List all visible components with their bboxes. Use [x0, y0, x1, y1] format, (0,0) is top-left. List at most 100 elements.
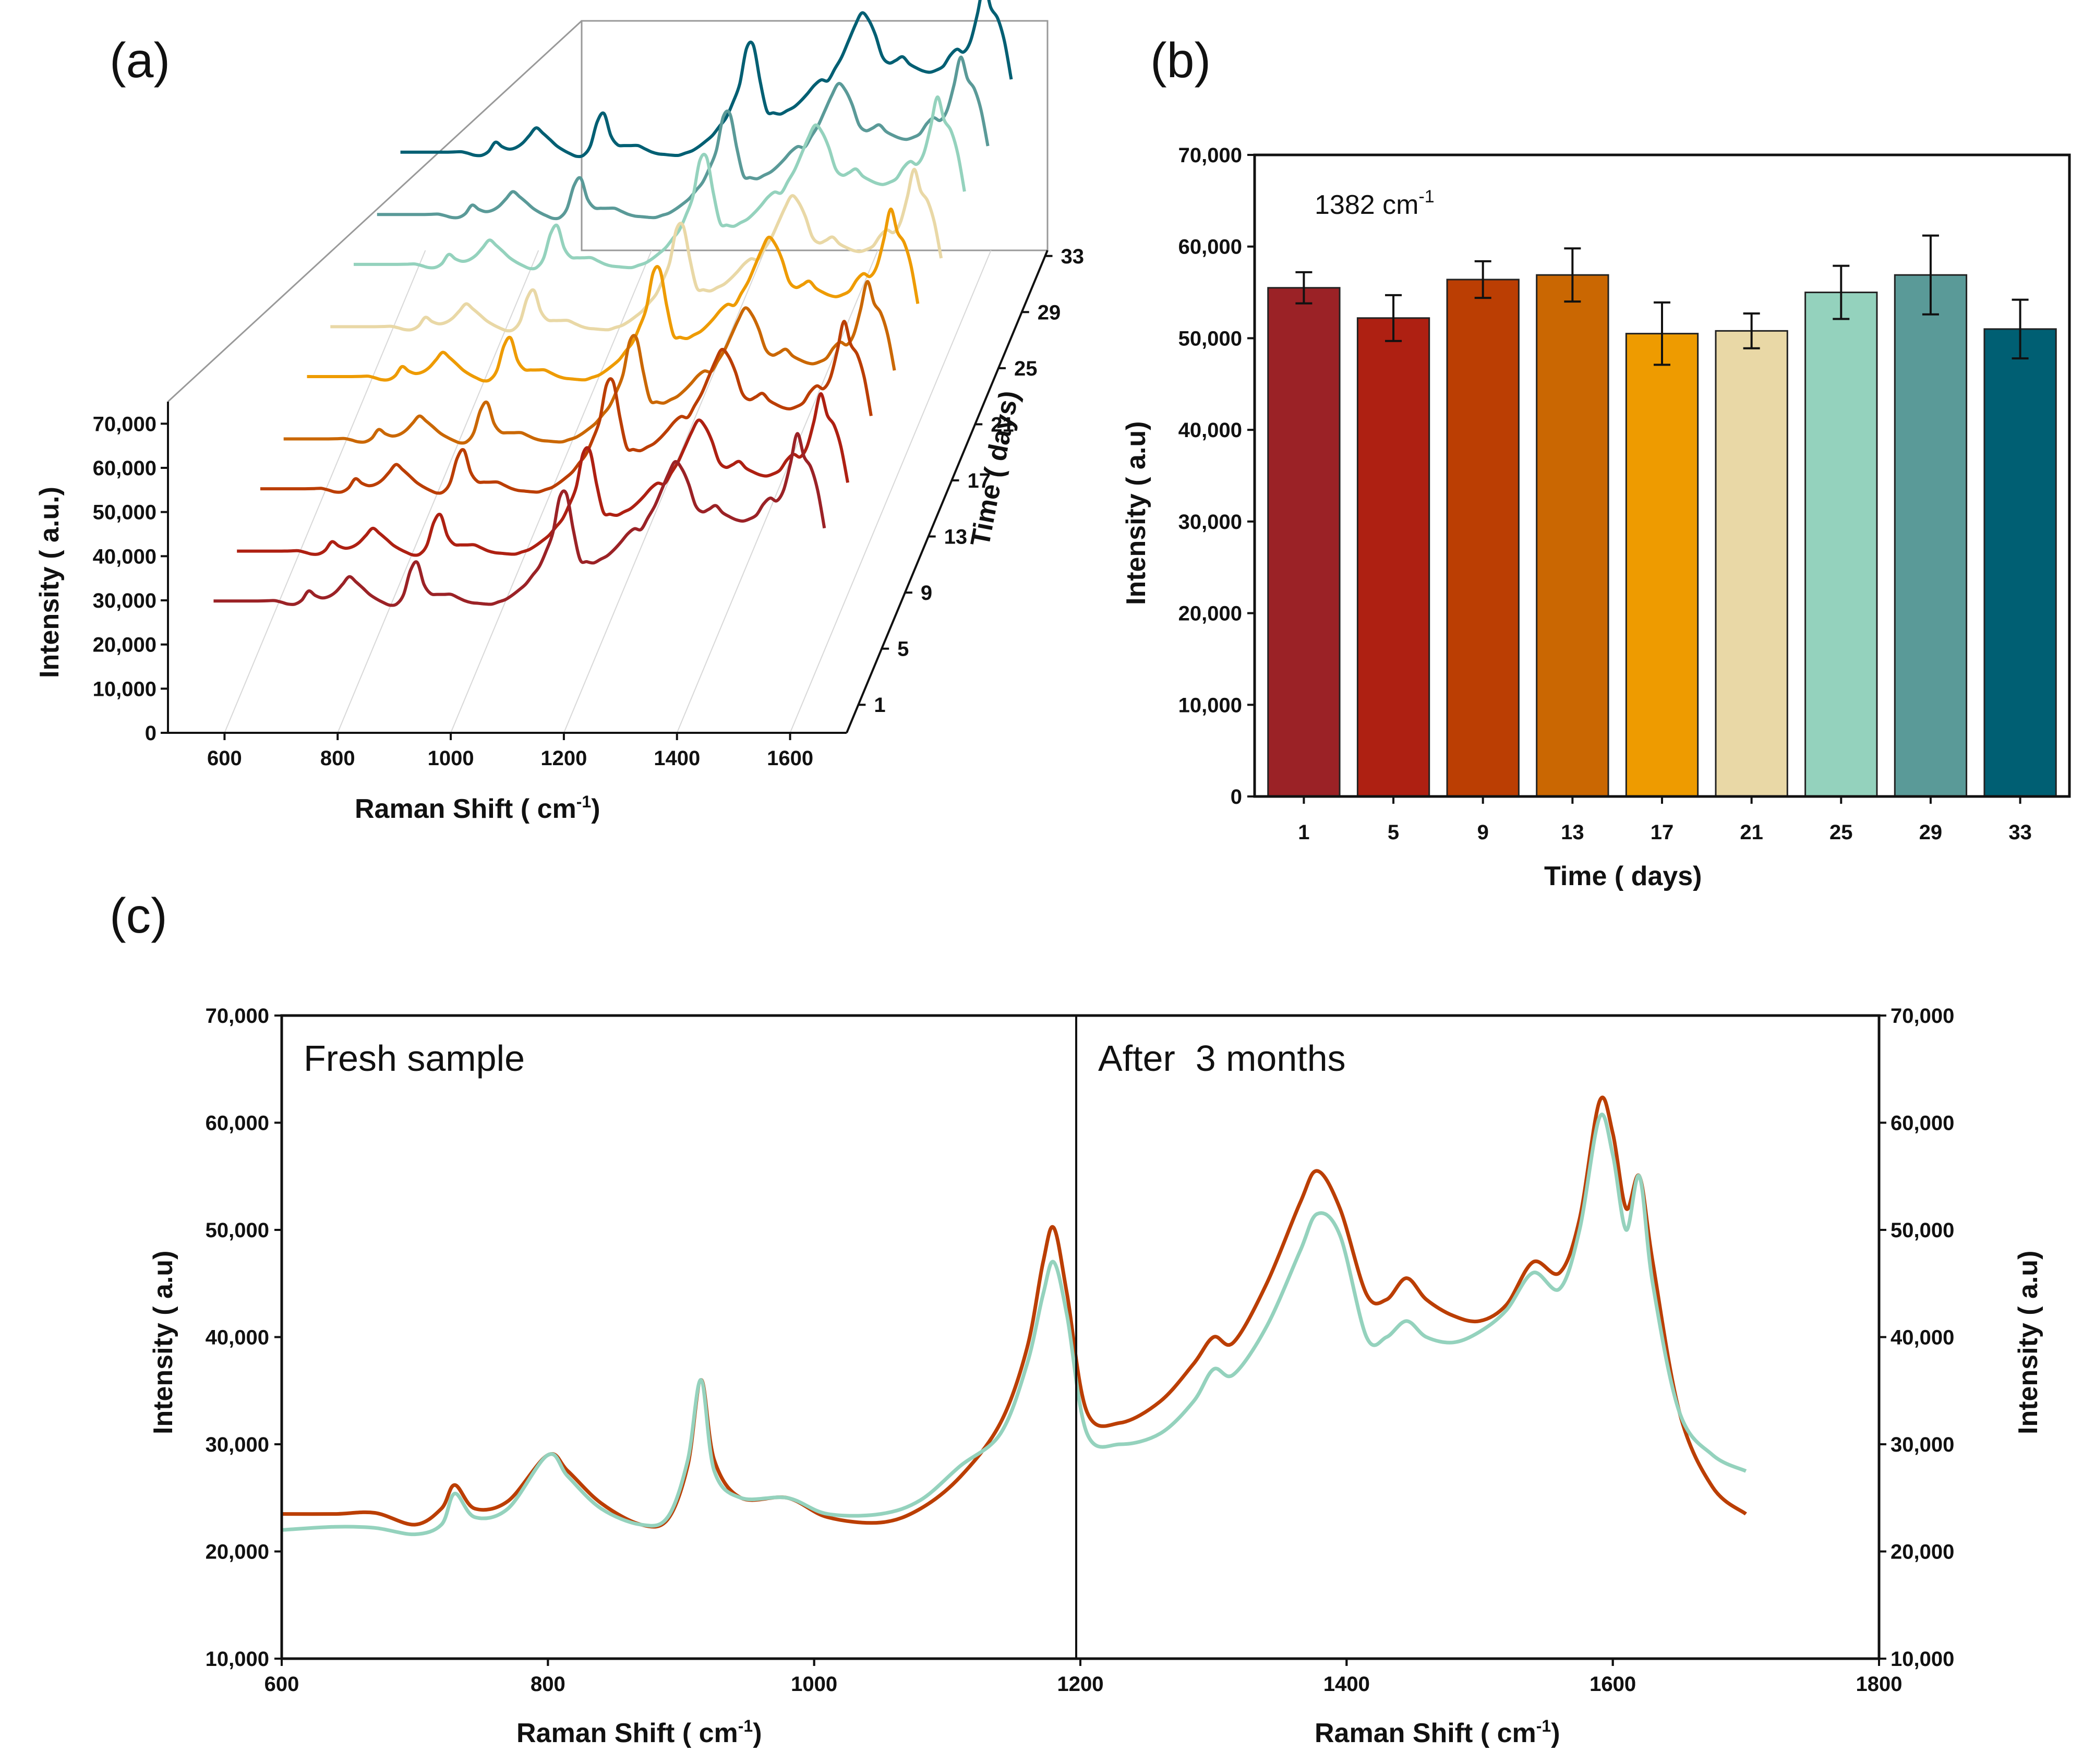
y-tick-label: 30,000 [1891, 1433, 1954, 1456]
panel-b-annotation: 1382 cm-1 [1315, 187, 1435, 220]
y-tick-label: 20,000 [1891, 1541, 1954, 1564]
z-tick-label: 21 [991, 413, 1014, 436]
bar-day-33 [1983, 328, 2057, 798]
y-tick-label: 50,000 [1891, 1219, 1954, 1242]
y-tick-label: 40,000 [93, 545, 156, 568]
y-tick-label: 70,000 [206, 1005, 269, 1028]
series-line-day-17 [307, 208, 920, 383]
y-tick-label: 20,000 [206, 1541, 269, 1564]
y-tick-label: 50,000 [1178, 327, 1242, 350]
fresh-sample-label: Fresh sample [304, 1038, 525, 1079]
z-tick-label: 5 [897, 638, 909, 661]
z-tick-label: 1 [874, 694, 885, 717]
bar-day-25 [1804, 292, 1878, 798]
panel-a-3d-chart: 0 10,000 20,000 30,000 40,000 50,000 60,000 70,… [34, 0, 1084, 824]
panel-a-series [213, 0, 1013, 607]
panel-a-x-title-sup: -1 [576, 792, 591, 811]
y-tick-label: 20,000 [1178, 602, 1242, 625]
panel-b-bars [1267, 234, 2057, 798]
series-line-day-9 [260, 320, 873, 495]
y-tick-label: 10,000 [93, 678, 156, 700]
x-tick-label: 1400 [1323, 1673, 1370, 1696]
panel-c-frame [280, 1014, 1881, 1660]
y-tick-label: 50,000 [93, 501, 156, 524]
y-tick-label: 20,000 [93, 634, 156, 657]
x-tick-label: 5 [1388, 821, 1399, 844]
grid-line [563, 250, 765, 733]
z-tick-label: 25 [1014, 357, 1038, 380]
y-tick-label: 60,000 [206, 1112, 269, 1135]
aged-sample-label: After 3 months [1098, 1038, 1346, 1079]
x-tick-label: 1200 [540, 747, 587, 770]
grid-line [676, 250, 878, 733]
x-tick-label: 800 [320, 747, 355, 770]
panel-c-left-x-title-sup: -1 [738, 1717, 753, 1735]
x-tick-label: 1000 [791, 1673, 837, 1696]
z-tick-label: 29 [1038, 301, 1061, 324]
x-tick-label: 1200 [1057, 1673, 1104, 1696]
z-tick-label: 33 [1061, 245, 1085, 268]
panel-a-z-title: Time ( days) [965, 388, 1025, 549]
x-tick-label: 1800 [1856, 1673, 1903, 1696]
panel-label-b: (b) [1150, 33, 1211, 88]
panel-c-right-y-title: Intensity ( a.u) [2013, 1251, 2043, 1434]
y-tick-label: 40,000 [1891, 1326, 1954, 1349]
panel-label-a: (a) [110, 33, 170, 88]
bar-day-29 [1894, 274, 1968, 798]
panel-b-annotation-main: 1382 cm [1315, 190, 1418, 220]
x-tick-label: 800 [531, 1673, 565, 1696]
panel-a-box-edge-top [167, 20, 583, 403]
panel-c-left-y-ticks: 10,000 20,000 30,000 40,000 50,000 60,000 70,0… [206, 1005, 282, 1671]
y-tick-label: 70,000 [1178, 144, 1242, 167]
bar-day-1 [1267, 287, 1341, 798]
x-tick-label: 1600 [1590, 1673, 1636, 1696]
y-tick-label: 40,000 [1178, 419, 1242, 442]
y-tick-label: 10,000 [1891, 1648, 1954, 1671]
panel-a-z-ticks: 1 5 9 13 17 21 25 29 33 [858, 245, 1084, 717]
panel-c-left-y-title: Intensity ( a.u) [148, 1251, 178, 1434]
panel-c-left-x-title-main: Raman Shift ( cm [516, 1718, 738, 1748]
panel-c-right-x-ticks: 800 1000 1200 1400 1600 1800 [531, 1659, 1903, 1696]
x-tick-label: 1000 [791, 1673, 837, 1696]
y-tick-label: 30,000 [1178, 511, 1242, 534]
panel-a-y-title: Intensity ( a.u.) [34, 487, 65, 678]
x-tick-label: 600 [207, 747, 242, 770]
panel-c-right-x-title: Raman Shift ( cm-1) [1315, 1717, 1560, 1748]
panel-label-c: (c) [110, 888, 167, 944]
panel-a-x-title-main: Raman Shift ( cm [355, 794, 576, 824]
panel-a-y-ticks: 0 10,000 20,000 30,000 40,000 50,000 60,000 70,… [93, 413, 168, 745]
panel-a-x-ticks: 600 800 1000 1200 1400 1600 [207, 733, 813, 770]
panel-a-back-wall [581, 20, 1049, 251]
z-tick-label: 17 [967, 469, 991, 492]
panel-b-annotation-sup: -1 [1418, 187, 1434, 207]
x-tick-label: 9 [1477, 821, 1489, 844]
x-tick-label: 13 [1561, 821, 1584, 844]
y-tick-label: 70,000 [93, 413, 156, 436]
panel-b-bar-chart: 0 10,000 20,000 30,000 40,000 50,000 60,000 70,… [1121, 144, 2071, 891]
y-tick-label: 60,000 [1178, 236, 1242, 259]
y-tick-label: 60,000 [93, 457, 156, 480]
panel-c-line-chart: 10,000 20,000 30,000 40,000 50,000 60,000 70,0… [148, 1005, 2043, 1748]
panel-b-x-ticks: 1 5 9 13 17 21 25 29 33 [1298, 796, 2032, 844]
grid-line [789, 250, 992, 733]
y-tick-label: 40,000 [206, 1326, 269, 1349]
panel-c-left-x-title-end: ) [753, 1718, 762, 1748]
y-tick-label: 30,000 [206, 1433, 269, 1456]
x-tick-label: 1600 [1590, 1673, 1636, 1696]
panel-b-y-ticks: 0 10,000 20,000 30,000 40,000 50,000 60,000 70,… [1178, 144, 1255, 808]
bar-day-5 [1356, 317, 1430, 798]
x-tick-label: 1200 [1057, 1673, 1104, 1696]
fresh-sample-spectrum [281, 1095, 1748, 1529]
x-tick-label: 1400 [1323, 1673, 1370, 1696]
x-tick-label: 1600 [767, 747, 813, 770]
x-tick-label: 29 [1919, 821, 1943, 844]
x-tick-label: 33 [2008, 821, 2032, 844]
aged-sample-spectrum [281, 1113, 1747, 1537]
x-tick-label: 17 [1651, 821, 1674, 844]
y-tick-label: 0 [145, 722, 156, 745]
z-tick-label: 9 [921, 582, 932, 605]
series-line-day-13 [283, 280, 896, 445]
panel-a-z-axis [846, 250, 1049, 733]
series-line-day-1 [213, 432, 826, 607]
